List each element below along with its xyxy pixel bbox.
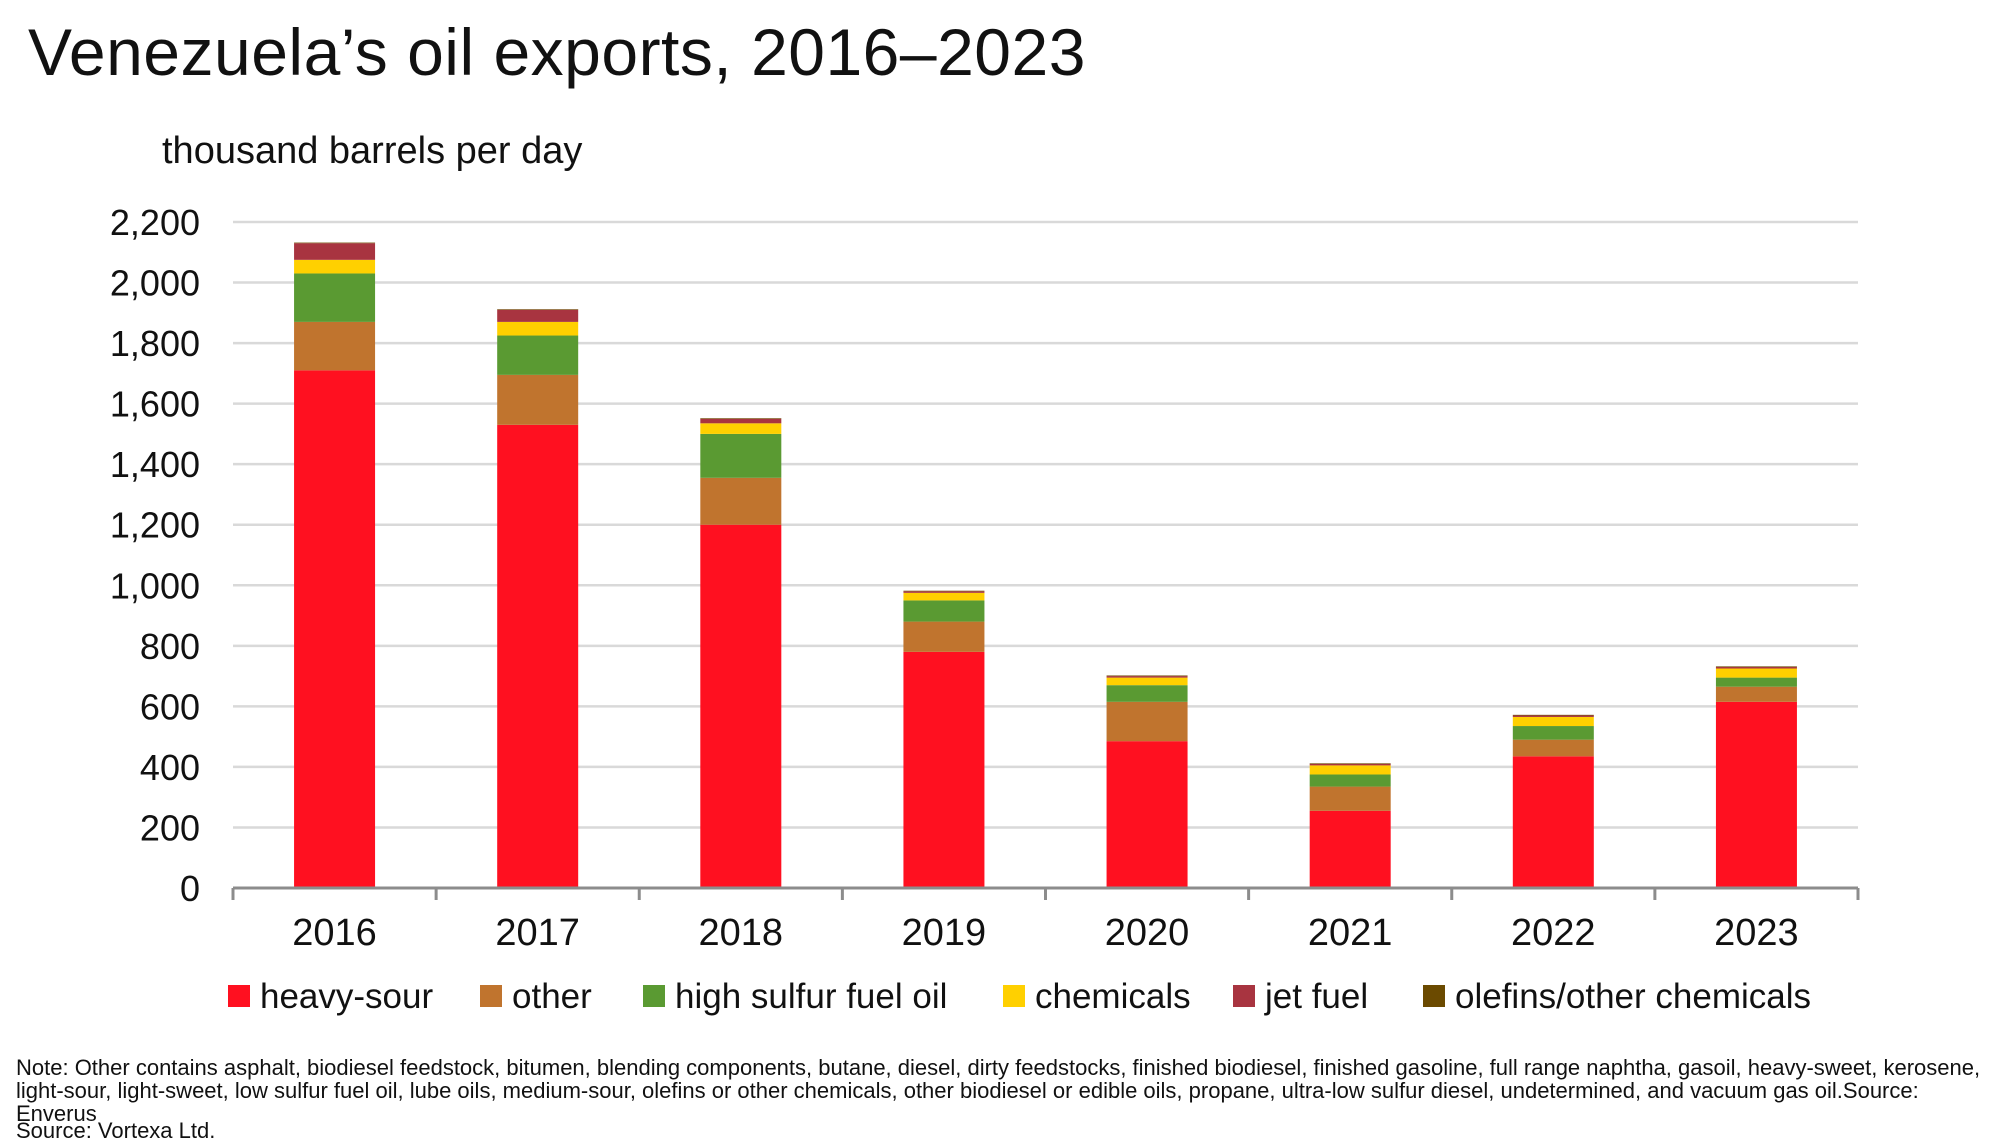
y-tick-label: 800: [140, 626, 200, 667]
y-axis-label: thousand barrels per day: [162, 130, 582, 172]
bar-segment-heavy-sour-2017: [497, 424, 579, 888]
bar-segment-high-sulfur-fuel-oil-2022: [1512, 726, 1594, 740]
y-tick-labels: 0 200 400 600 800 1,000 1,200 1,400 1,600 1,800 2,…: [110, 202, 200, 909]
chart-note: Note: Other contains asphalt, biodiesel …: [16, 1055, 1981, 1126]
y-tick-label: 200: [140, 807, 200, 848]
legend-swatch: [1003, 985, 1025, 1007]
bar-segment-olefins-other-chemicals-2019: [903, 590, 985, 592]
bar-segment-olefins-other-chemicals-2018: [700, 418, 782, 419]
legend-swatch: [480, 985, 502, 1007]
y-tick-label: 600: [140, 686, 200, 727]
bar-segment-other-2021: [1309, 786, 1391, 811]
legend-label: heavy-sour: [260, 977, 433, 1016]
legend-swatch: [643, 985, 665, 1007]
legend-swatch: [1233, 985, 1255, 1007]
y-tick-label: 1,000: [110, 565, 200, 606]
bar-segment-high-sulfur-fuel-oil-2019: [903, 600, 985, 622]
bar-segment-heavy-sour-2022: [1512, 756, 1594, 888]
x-tick-label: 2023: [1714, 912, 1799, 954]
bar-segment-chemicals-2018: [700, 423, 782, 434]
bar-segment-high-sulfur-fuel-oil-2016: [294, 273, 376, 322]
x-tick-label: 2020: [1105, 912, 1190, 954]
bar-segment-chemicals-2022: [1512, 716, 1594, 727]
bar-segment-other-2016: [294, 321, 376, 371]
bar-segment-olefins-other-chemicals-2021: [1309, 763, 1391, 764]
bar-segment-jet-fuel-2023: [1715, 667, 1797, 669]
y-tick-label: 0: [180, 868, 200, 909]
bar-segment-chemicals-2021: [1309, 765, 1391, 775]
bar-segment-chemicals-2023: [1715, 668, 1797, 678]
bar-segment-high-sulfur-fuel-oil-2023: [1715, 677, 1797, 687]
legend-label: olefins/other chemicals: [1455, 977, 1811, 1016]
bar-segment-high-sulfur-fuel-oil-2018: [700, 433, 782, 478]
y-tick-label: 1,400: [110, 444, 200, 485]
x-tick-label: 2016: [292, 912, 377, 954]
bar-segment-jet-fuel-2016: [294, 243, 376, 260]
legend-label: chemicals: [1035, 977, 1191, 1016]
bar-segment-heavy-sour-2023: [1715, 701, 1797, 888]
bar-segment-olefins-other-chemicals-2017: [497, 309, 579, 310]
bar-segment-chemicals-2019: [903, 592, 985, 601]
bar-segment-chemicals-2017: [497, 321, 579, 336]
bar-segment-high-sulfur-fuel-oil-2017: [497, 335, 579, 375]
y-tick-label: 2,000: [110, 263, 200, 304]
bar-segment-olefins-other-chemicals-2016: [294, 242, 376, 244]
bar-segment-other-2019: [903, 621, 985, 652]
bar-segment-other-2023: [1715, 686, 1797, 702]
bar-segment-heavy-sour-2019: [903, 651, 985, 888]
legend-label: high sulfur fuel oil: [675, 977, 947, 1016]
bar-segment-chemicals-2020: [1106, 677, 1188, 686]
x-tick-label: 2019: [902, 912, 987, 954]
bar-segment-heavy-sour-2021: [1309, 810, 1391, 888]
y-tick-label: 400: [140, 747, 200, 788]
bar-segment-jet-fuel-2021: [1309, 763, 1391, 766]
bar-segment-other-2020: [1106, 701, 1188, 742]
bar-segment-heavy-sour-2018: [700, 524, 782, 888]
y-tick-label: 2,200: [110, 202, 200, 243]
legend-swatch: [228, 985, 250, 1007]
bar-segment-heavy-sour-2020: [1106, 741, 1188, 888]
bar-segment-chemicals-2016: [294, 259, 376, 274]
legend: heavy-sour other high sulfur fuel oil chemi…: [228, 977, 1811, 1016]
chart-source: Source: Vortexa Ltd.: [16, 1118, 216, 1143]
bar-segment-jet-fuel-2022: [1512, 715, 1594, 717]
bar-segment-high-sulfur-fuel-oil-2020: [1106, 685, 1188, 702]
x-tick-label: 2022: [1511, 912, 1596, 954]
bar-segment-jet-fuel-2020: [1106, 676, 1188, 678]
bar-segment-heavy-sour-2016: [294, 370, 376, 888]
gridlines: [233, 220, 1858, 829]
bar-segment-other-2017: [497, 374, 579, 425]
bar-segment-jet-fuel-2019: [903, 591, 985, 593]
bar-segment-olefins-other-chemicals-2022: [1512, 714, 1594, 716]
bar-segment-olefins-other-chemicals-2020: [1106, 675, 1188, 677]
x-tick-label: 2017: [495, 912, 580, 954]
bar-segment-jet-fuel-2018: [700, 418, 782, 424]
legend-swatch: [1423, 985, 1445, 1007]
x-tick-label: 2021: [1308, 912, 1393, 954]
bar-segment-other-2022: [1512, 739, 1594, 757]
bar-segment-jet-fuel-2017: [497, 309, 579, 322]
y-tick-label: 1,600: [110, 384, 200, 425]
bar-segment-olefins-other-chemicals-2023: [1715, 666, 1797, 668]
x-tick-label: 2018: [699, 912, 784, 954]
x-tick-labels: 2016 2017 2018 2019 2020 2021 2022 2023: [292, 912, 1798, 954]
axes: [231, 886, 1860, 900]
y-tick-label: 1,200: [110, 505, 200, 546]
bar-segment-other-2018: [700, 477, 782, 525]
legend-label: jet fuel: [1264, 977, 1368, 1016]
bars: [294, 242, 1797, 888]
y-tick-label: 1,800: [110, 323, 200, 364]
legend-label: other: [512, 977, 592, 1016]
chart-title: Venezuela’s oil exports, 2016–2023: [28, 15, 1086, 89]
bar-segment-high-sulfur-fuel-oil-2021: [1309, 774, 1391, 787]
